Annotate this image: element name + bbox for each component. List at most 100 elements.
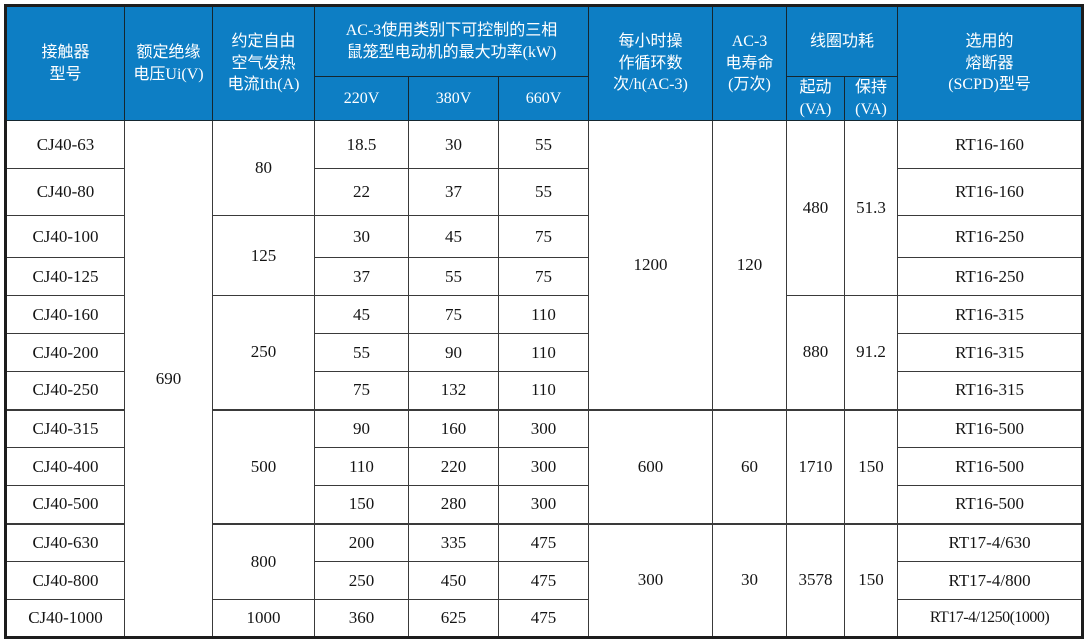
power-660-cell: 475 bbox=[497, 561, 590, 601]
header-220v: 220V bbox=[314, 75, 409, 122]
power-380-cell: 30 bbox=[408, 120, 499, 170]
header-max-power: AC-3使用类别下可控制的三相 鼠笼型电动机的最大功率(kW) bbox=[313, 5, 590, 77]
table-row: CJ40-800 250 450 475 RT17-4/800 bbox=[5, 561, 1084, 601]
power-660-cell: 110 bbox=[497, 295, 590, 335]
life-cell: 120 bbox=[712, 120, 788, 411]
thermal-current-cell: 800 bbox=[212, 522, 315, 601]
power-380-cell: 450 bbox=[408, 561, 499, 601]
power-660-cell: 75 bbox=[497, 257, 590, 297]
model-cell: CJ40-63 bbox=[5, 120, 125, 170]
power-380-cell: 45 bbox=[408, 215, 499, 259]
contactor-spec-sheet: 接触器 型号 额定绝缘 电压Ui(V) 约定自由 空气发热 电流Ith(A) A… bbox=[4, 4, 1085, 639]
coil-hold-cell: 150 bbox=[844, 522, 899, 639]
power-220-cell: 22 bbox=[314, 168, 409, 217]
coil-start-cell: 880 bbox=[786, 295, 846, 411]
table-row: CJ40-125 37 55 75 RT16-250 bbox=[5, 257, 1084, 297]
header-row-main: 接触器 型号 额定绝缘 电压Ui(V) 约定自由 空气发热 电流Ith(A) A… bbox=[5, 4, 1084, 122]
model-cell: CJ40-630 bbox=[5, 522, 125, 563]
power-380-cell: 280 bbox=[408, 485, 499, 525]
table-row: CJ40-160 250 45 75 110 880 91.2 RT16-315 bbox=[5, 295, 1084, 411]
life-cell: 60 bbox=[712, 408, 788, 525]
model-cell: CJ40-250 bbox=[5, 371, 125, 411]
contactor-spec-table: 接触器 型号 额定绝缘 电压Ui(V) 约定自由 空气发热 电流Ith(A) A… bbox=[4, 4, 1085, 639]
header-380v: 380V bbox=[408, 75, 499, 122]
table-row: CJ40-100 125 30 45 75 RT16-250 bbox=[5, 215, 1084, 297]
power-220-cell: 250 bbox=[314, 561, 409, 601]
power-380-cell: 90 bbox=[408, 333, 499, 373]
fuse-cell: RT17-4/1250(1000) bbox=[897, 599, 1084, 639]
power-380-cell: 160 bbox=[408, 408, 499, 449]
power-220-cell: 30 bbox=[314, 215, 409, 259]
header-row-sub: 220V 380V 660V 起动 (VA) 保持 (VA) bbox=[6, 75, 1083, 122]
power-220-cell: 75 bbox=[314, 371, 409, 411]
model-cell: CJ40-400 bbox=[5, 447, 125, 487]
header-fuse-type: 选用的 熔断器 (SCPD)型号 bbox=[897, 4, 1084, 122]
header-operating-cycles: 每小时操 作循环数 次/h(AC-3) bbox=[588, 4, 714, 122]
fuse-cell: RT16-500 bbox=[897, 447, 1084, 487]
header-660v: 660V bbox=[497, 75, 590, 122]
power-660-cell: 300 bbox=[497, 485, 590, 525]
table-row: CJ40-630 800 200 335 475 300 30 3578 150… bbox=[5, 522, 1084, 639]
header-model: 接触器 型号 bbox=[5, 4, 125, 122]
thermal-current-cell: 1000 bbox=[212, 599, 315, 639]
coil-start-cell: 3578 bbox=[786, 522, 846, 639]
insulation-voltage-cell: 690 bbox=[124, 120, 213, 639]
table-row: CJ40-63 690 80 18.5 30 55 1200 120 480 5… bbox=[5, 120, 1084, 639]
table-row: CJ40-200 55 90 110 RT16-315 bbox=[5, 333, 1084, 373]
fuse-cell: RT16-160 bbox=[897, 168, 1084, 217]
power-220-cell: 90 bbox=[314, 408, 409, 449]
power-660-cell: 55 bbox=[497, 120, 590, 170]
power-220-cell: 18.5 bbox=[314, 120, 409, 170]
life-cell: 30 bbox=[712, 522, 788, 639]
model-cell: CJ40-160 bbox=[5, 295, 125, 335]
power-660-cell: 475 bbox=[497, 522, 590, 563]
power-220-cell: 200 bbox=[314, 522, 409, 563]
power-220-cell: 150 bbox=[314, 485, 409, 525]
power-380-cell: 132 bbox=[408, 371, 499, 411]
model-cell: CJ40-80 bbox=[5, 168, 125, 217]
power-220-cell: 110 bbox=[314, 447, 409, 487]
thermal-current-cell: 80 bbox=[212, 120, 315, 217]
table-body: CJ40-63 690 80 18.5 30 55 1200 120 480 5… bbox=[5, 120, 1084, 639]
power-660-cell: 300 bbox=[497, 447, 590, 487]
header-coil-hold: 保持 (VA) bbox=[844, 75, 899, 122]
power-380-cell: 37 bbox=[408, 168, 499, 217]
thermal-current-cell: 500 bbox=[212, 408, 315, 525]
cycles-cell: 1200 bbox=[588, 120, 714, 411]
header-insulation-voltage: 额定绝缘 电压Ui(V) bbox=[124, 4, 213, 122]
power-660-cell: 475 bbox=[497, 599, 590, 639]
coil-start-cell: 480 bbox=[786, 120, 846, 297]
model-cell: CJ40-125 bbox=[5, 257, 125, 297]
cycles-cell: 600 bbox=[588, 408, 714, 525]
model-cell: CJ40-315 bbox=[5, 408, 125, 449]
coil-hold-cell: 91.2 bbox=[844, 295, 899, 411]
power-660-cell: 110 bbox=[497, 371, 590, 411]
fuse-cell: RT16-315 bbox=[897, 333, 1084, 373]
model-cell: CJ40-200 bbox=[5, 333, 125, 373]
fuse-cell: RT16-315 bbox=[897, 371, 1084, 411]
power-220-cell: 37 bbox=[314, 257, 409, 297]
power-380-cell: 55 bbox=[408, 257, 499, 297]
power-660-cell: 300 bbox=[497, 408, 590, 449]
table-row: CJ40-80 22 37 55 RT16-160 bbox=[5, 168, 1084, 217]
header-thermal-current: 约定自由 空气发热 电流Ith(A) bbox=[212, 4, 315, 122]
fuse-cell: RT16-250 bbox=[897, 215, 1084, 259]
table-row: CJ40-500 150 280 300 RT16-500 bbox=[5, 485, 1084, 525]
model-cell: CJ40-800 bbox=[5, 561, 125, 601]
model-cell: CJ40-100 bbox=[5, 215, 125, 259]
fuse-cell: RT17-4/630 bbox=[897, 522, 1084, 563]
cycles-cell: 300 bbox=[588, 522, 714, 639]
coil-start-cell: 1710 bbox=[786, 408, 846, 525]
coil-hold-cell: 51.3 bbox=[844, 120, 899, 297]
fuse-cell: RT17-4/800 bbox=[897, 561, 1084, 601]
header-coil-start: 起动 (VA) bbox=[786, 75, 846, 122]
power-380-cell: 75 bbox=[408, 295, 499, 335]
power-220-cell: 55 bbox=[314, 333, 409, 373]
table-header: 接触器 型号 额定绝缘 电压Ui(V) 约定自由 空气发热 电流Ith(A) A… bbox=[5, 4, 1084, 122]
fuse-cell: RT16-250 bbox=[897, 257, 1084, 297]
table-row: CJ40-315 500 90 160 300 600 60 1710 150 … bbox=[5, 408, 1084, 525]
model-cell: CJ40-500 bbox=[5, 485, 125, 525]
fuse-cell: RT16-315 bbox=[897, 295, 1084, 335]
power-660-cell: 55 bbox=[497, 168, 590, 217]
power-220-cell: 360 bbox=[314, 599, 409, 639]
